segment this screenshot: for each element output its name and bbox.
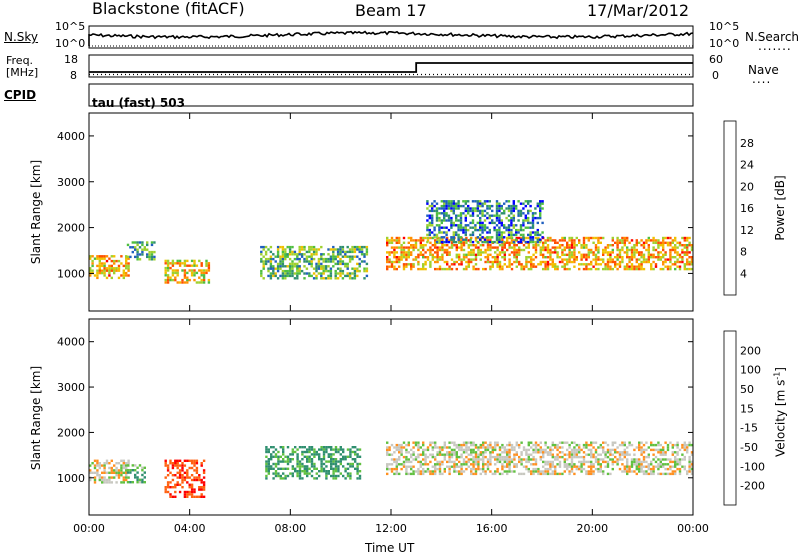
power-panel-bg — [89, 113, 693, 311]
velocity-colorbar-frame — [723, 330, 737, 506]
cpid-label: CPID — [4, 88, 37, 102]
power-ytick-label: 2000 — [57, 222, 85, 235]
xtick-label: 04:00 — [174, 522, 206, 535]
power-ytick-label: 3000 — [57, 176, 85, 189]
xtick-label: 00:00 — [677, 522, 709, 535]
freq-label-2: [MHz] — [6, 66, 39, 79]
velocity-colorbar-tick: 100 — [740, 364, 761, 377]
station-title: Blackstone (fitACF) — [92, 0, 245, 18]
velocity-ytick-label: 1000 — [57, 472, 85, 485]
power-colorbar-frame — [723, 120, 737, 296]
power-colorbar-tick: 8 — [740, 246, 747, 259]
power-colorbar-tick: 24 — [740, 159, 754, 172]
nsearch-label: N.Search — [745, 30, 800, 44]
velocity-ytick-label: 4000 — [57, 336, 85, 349]
power-echoes — [89, 200, 694, 284]
velocity-ytick-label: 3000 — [57, 381, 85, 394]
velocity-colorbar-tick: 200 — [740, 344, 761, 357]
nsky-series — [88, 30, 694, 46]
xtick-label: 00:00 — [73, 522, 105, 535]
power-colorbar-tick: 12 — [740, 224, 754, 237]
velocity-colorbar-tick: -50 — [740, 441, 758, 454]
xtick-label: 08:00 — [274, 522, 306, 535]
freq-tick-top: 18 — [64, 53, 78, 66]
cpid-panel — [88, 83, 694, 107]
freq-label-1: Freq. — [6, 54, 34, 67]
power-colorbar-tick: 4 — [740, 267, 747, 280]
xtick-label: 12:00 — [375, 522, 407, 535]
nave-label: Nave — [748, 63, 779, 77]
freq-tick-bottom: 8 — [70, 69, 77, 82]
velocity-ytick-label: 2000 — [57, 426, 85, 439]
velocity-colorbar-tick: -15 — [740, 422, 758, 435]
nave-legend-line: .... — [752, 72, 772, 86]
nsky-tick-top: 10^5 — [55, 20, 86, 33]
power-ytick-label: 1000 — [57, 267, 85, 280]
freq-series — [89, 62, 693, 73]
nsearch-legend-line: ....... — [758, 39, 792, 53]
nsearch-tick-bottom: 10^0 — [709, 37, 740, 50]
power-ytick-label: 4000 — [57, 130, 85, 143]
xtick-label: 20:00 — [576, 522, 608, 535]
nsky-label: N.Sky — [4, 30, 39, 44]
beam-title: Beam 17 — [355, 1, 427, 20]
velocity-panel-bg — [89, 319, 693, 515]
power-colorbar-tick: 28 — [740, 137, 754, 150]
velocity-echoes — [89, 441, 694, 498]
nave-tick-top: 60 — [709, 53, 723, 66]
nsearch-tick-top: 10^5 — [709, 20, 740, 33]
velocity-colorbar-tick: 15 — [740, 402, 754, 415]
power-colorbar-tick: 20 — [740, 180, 754, 193]
nsky-tick-bottom: 10^0 — [55, 37, 86, 50]
xlabel-time: Time UT — [365, 541, 415, 555]
power-colorbar-tick: 16 — [740, 202, 754, 215]
nave-tick-bottom: 0 — [712, 69, 719, 82]
velocity-colorbar-tick: 50 — [740, 383, 754, 396]
xtick-label: 16:00 — [476, 522, 508, 535]
velocity-colorbar-tick: -100 — [740, 460, 765, 473]
freq-panel — [88, 54, 694, 78]
date-title: 17/Mar/2012 — [587, 1, 690, 20]
velocity-colorbar-tick: -200 — [740, 480, 765, 493]
